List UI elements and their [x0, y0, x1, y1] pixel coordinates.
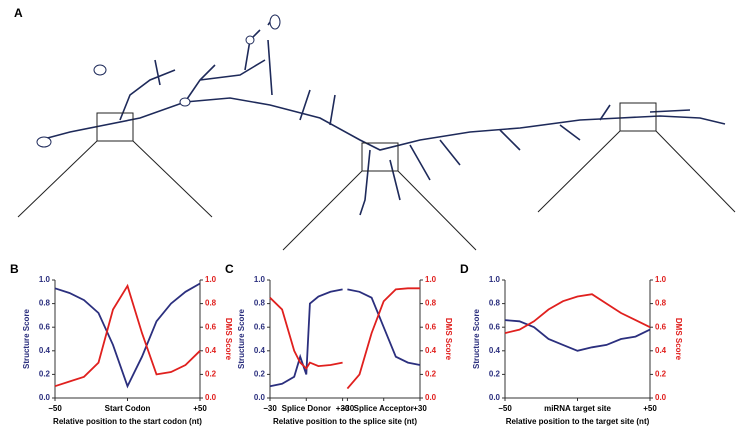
y2-axis-title: DMS Score — [674, 318, 683, 361]
y2-tick-label: 0.6 — [655, 322, 667, 331]
x-tick-label: Splice Donor — [282, 404, 331, 413]
y-tick-label: 0.8 — [39, 299, 51, 308]
panel-label: B — [10, 262, 19, 276]
x-tick-label: Splice Acceptor — [354, 404, 414, 413]
x-axis-title: Relative position to the start codon (nt… — [53, 417, 202, 426]
y2-tick-label: 0.6 — [205, 322, 217, 331]
y-tick-label: 0.6 — [39, 322, 51, 331]
y-tick-label: 1.0 — [489, 275, 501, 284]
y-tick-label: 0.2 — [39, 370, 51, 379]
y2-tick-label: 1.0 — [205, 275, 217, 284]
x-tick-label: miRNA target site — [544, 404, 611, 413]
y2-tick-label: 0.0 — [425, 393, 437, 402]
y-tick-label: 0.6 — [489, 322, 501, 331]
y2-tick-label: 0.2 — [205, 370, 217, 379]
y2-tick-label: 1.0 — [425, 275, 437, 284]
y-tick-label: 0.8 — [254, 299, 266, 308]
y-tick-label: 1.0 — [39, 275, 51, 284]
x-tick-label: Start Codon — [105, 404, 151, 413]
x-tick-label: −30 — [341, 404, 355, 413]
y-axis-title: Structure Score — [22, 308, 31, 369]
y-tick-label: 0.8 — [489, 299, 501, 308]
y-axis-title: Structure Score — [237, 308, 246, 369]
x-tick-label: −50 — [498, 404, 512, 413]
x-tick-label: +50 — [643, 404, 657, 413]
x-tick-label: +50 — [193, 404, 207, 413]
y-tick-label: 0.4 — [39, 346, 51, 355]
series-line — [269, 288, 421, 388]
y2-axis-title: DMS Score — [444, 318, 453, 361]
series-line — [269, 287, 420, 390]
y2-tick-label: 0.4 — [205, 346, 217, 355]
y2-tick-label: 0.2 — [425, 370, 437, 379]
x-axis-title: Relative position to the splice site (nt… — [273, 417, 417, 426]
x-tick-label: −30 — [263, 404, 277, 413]
y2-tick-label: 0.8 — [205, 299, 217, 308]
x-tick-label: −50 — [48, 404, 62, 413]
panel-label: A — [14, 6, 23, 20]
y2-tick-label: 0.4 — [425, 346, 437, 355]
panel-label: D — [460, 262, 469, 276]
zoom-boxes — [17, 102, 736, 251]
y-tick-label: 0.0 — [489, 393, 501, 402]
y2-axis-title: DMS Score — [224, 318, 233, 361]
y-tick-label: 0.0 — [39, 393, 51, 402]
y2-tick-label: 0.8 — [655, 299, 667, 308]
y2-tick-label: 1.0 — [655, 275, 667, 284]
y-tick-label: 0.4 — [489, 346, 501, 355]
series-line — [54, 282, 201, 389]
y2-tick-label: 0.0 — [205, 393, 217, 402]
series-line — [504, 293, 651, 334]
y2-tick-label: 0.0 — [655, 393, 667, 402]
y-tick-label: 1.0 — [254, 275, 266, 284]
rna-structure — [36, 14, 726, 216]
y2-tick-label: 0.8 — [425, 299, 437, 308]
y2-tick-label: 0.6 — [425, 322, 437, 331]
x-tick-label: +30 — [413, 404, 427, 413]
y-axis-title: Structure Score — [472, 308, 481, 369]
x-axis-title: Relative position to the target site (nt… — [506, 417, 650, 426]
y-tick-label: 0.4 — [254, 346, 266, 355]
series-line — [504, 319, 651, 352]
panel-label: C — [225, 262, 234, 276]
y-tick-label: 0.2 — [254, 370, 266, 379]
y-tick-label: 0.0 — [254, 393, 266, 402]
series-line — [54, 283, 201, 388]
y2-tick-label: 0.2 — [655, 370, 667, 379]
y2-tick-label: 0.4 — [655, 346, 667, 355]
x-tick-label: +30 — [336, 404, 350, 413]
y-tick-label: 0.6 — [254, 322, 266, 331]
y-tick-label: 0.2 — [489, 370, 501, 379]
